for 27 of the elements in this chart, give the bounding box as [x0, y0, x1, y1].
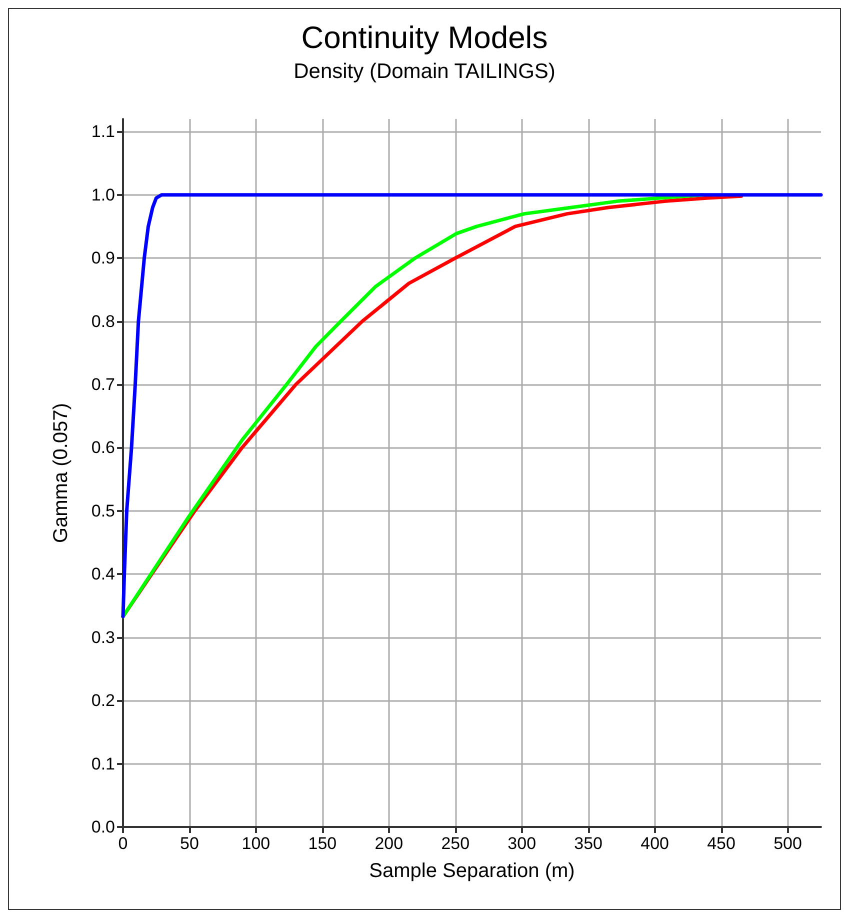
y-tick-label: 0.4 [91, 564, 115, 584]
y-tick-label: 0.3 [91, 628, 115, 647]
x-tick-label: 300 [508, 834, 536, 853]
x-tick-label: 0 [118, 834, 128, 853]
y-tick-label: 0.2 [91, 691, 115, 710]
y-tick-label: 0.9 [91, 248, 115, 268]
x-tick-label: 500 [774, 834, 802, 853]
y-tick-label: 0.7 [91, 375, 115, 394]
x-tick-label: 250 [441, 834, 470, 853]
y-tick-label: 0.1 [91, 754, 115, 774]
y-tick-label: 1.1 [91, 122, 115, 142]
y-axis-title: Gamma (0.057) [50, 402, 72, 544]
chart-subtitle: Density (Domain TAILINGS) [294, 60, 556, 83]
y-tick-label: 1.0 [91, 185, 115, 204]
x-tick-label: 450 [707, 834, 736, 853]
x-tick-label: 100 [242, 834, 270, 853]
x-tick-label: 50 [180, 834, 199, 853]
y-tick-label: 0.5 [91, 501, 115, 520]
y-tick-label: 0.8 [91, 312, 115, 331]
y-tick-label: 0.6 [91, 438, 115, 458]
chart-title: Continuity Models [301, 20, 548, 55]
x-tick-label: 400 [640, 834, 669, 853]
x-tick-label: 150 [308, 834, 337, 853]
x-tick-label: 200 [374, 834, 404, 853]
y-tick-label: 0.0 [91, 818, 115, 836]
x-tick-label: 350 [574, 834, 603, 853]
x-axis-title: Sample Separation (m) [369, 860, 575, 882]
